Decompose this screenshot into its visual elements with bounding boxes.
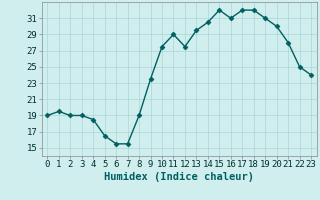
- X-axis label: Humidex (Indice chaleur): Humidex (Indice chaleur): [104, 172, 254, 182]
